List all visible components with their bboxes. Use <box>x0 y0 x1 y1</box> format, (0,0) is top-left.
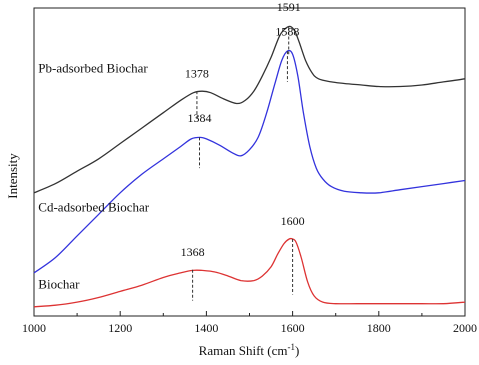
y-axis-title: Intensity <box>5 153 20 199</box>
peak-label: 1378 <box>185 66 209 80</box>
peak-label: 1591 <box>277 0 301 14</box>
series-labels: Pb-adsorbed Biochar Cd-adsorbed Biochar Bi… <box>38 61 150 292</box>
series-layer <box>33 25 466 308</box>
plot-frame <box>33 7 466 317</box>
x-tick-label: 1400 <box>194 321 218 335</box>
series-line-2 <box>33 237 466 308</box>
x-axis-title-unit-exponent: -1 <box>287 342 295 352</box>
series-label: Pb-adsorbed Biochar <box>38 61 148 76</box>
peak-label: 1588 <box>275 25 299 39</box>
x-tick-label: 1200 <box>108 321 132 335</box>
series-label: Biochar <box>38 276 80 291</box>
series-line-0 <box>33 25 466 194</box>
x-axis-title-close: ) <box>295 343 299 358</box>
x-axis-title: Raman Shift (cm-1) <box>199 342 300 358</box>
peak-annotations: 1591 1588 1378 1384 1368 1600 <box>181 0 305 301</box>
peak-label: 1384 <box>188 111 212 125</box>
x-axis-ticks: 1000 1200 1400 1600 1800 2000 <box>22 311 477 335</box>
peak-label: 1600 <box>281 214 305 228</box>
x-tick-label: 1000 <box>22 321 46 335</box>
x-tick-label: 1600 <box>281 321 305 335</box>
series-label: Cd-adsorbed Biochar <box>38 199 150 214</box>
x-axis-title-main: Raman Shift (cm <box>199 343 288 358</box>
x-tick-label: 1800 <box>367 321 391 335</box>
peak-label: 1368 <box>181 245 205 259</box>
series-line-1 <box>33 49 466 274</box>
x-tick-label: 2000 <box>453 321 477 335</box>
